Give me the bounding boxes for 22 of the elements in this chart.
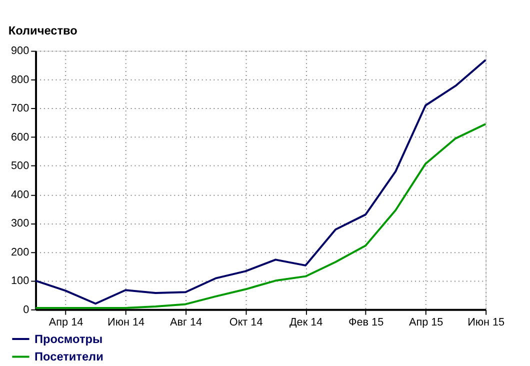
x-tick-label: Фев 15	[348, 316, 384, 329]
x-tick-label: Июн 14	[108, 316, 145, 329]
y-tick-label: 100	[11, 275, 30, 288]
x-tick-label: Авг 14	[170, 316, 202, 329]
x-tick-label: Дек 14	[289, 316, 323, 329]
y-tick-label: 800	[11, 74, 30, 86]
line-series	[34, 58, 487, 305]
y-tick-label: 200	[11, 246, 30, 258]
x-tick-label: Июн 15	[468, 316, 505, 329]
y-tick-label: 500	[11, 160, 30, 172]
y-tick-label: 0	[23, 304, 30, 316]
y-axis-title: Количество	[8, 24, 78, 38]
x-tick-label: Окт 14	[229, 316, 263, 329]
y-tick-label: 700	[11, 102, 30, 115]
y-tick-label: 300	[11, 218, 30, 230]
x-tick-label: Апр 14	[48, 316, 84, 329]
x-tick-label: Апр 15	[408, 316, 444, 329]
legend-label: Просмотры	[34, 332, 103, 346]
y-tick-label: 400	[11, 188, 30, 201]
y-tick-label: 900	[11, 45, 30, 58]
legend-label: Посетители	[34, 350, 104, 364]
y-tick-label: 600	[11, 131, 30, 144]
